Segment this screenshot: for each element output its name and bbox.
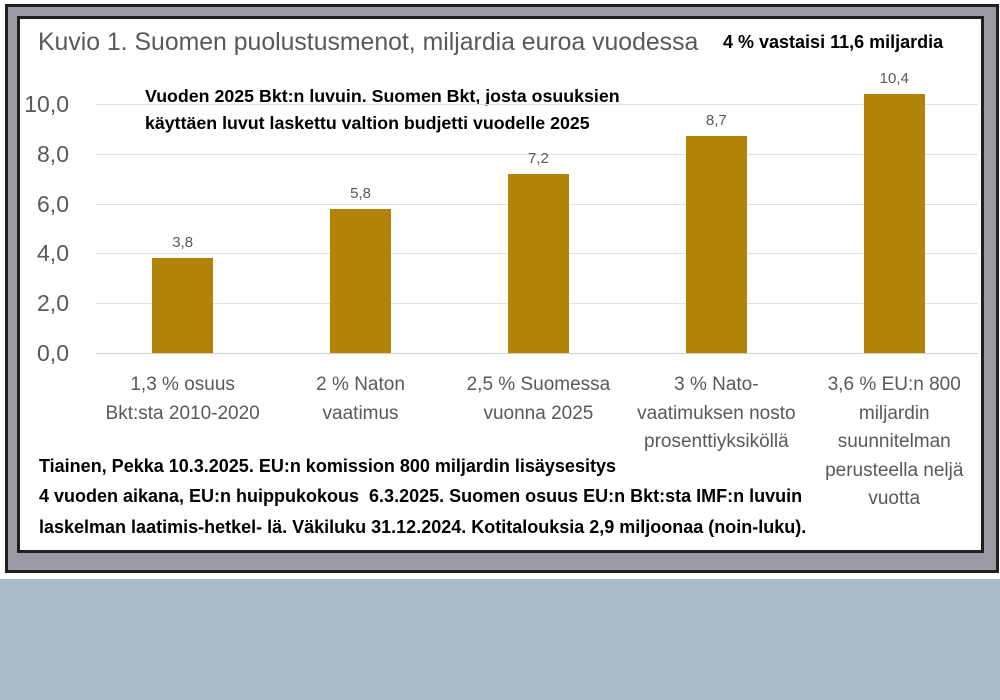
y-tick-label: 2,0 xyxy=(37,290,69,317)
x-category-line: vuonna 2025 xyxy=(483,402,594,424)
bar xyxy=(152,258,214,353)
x-category-label: 3,6 % EU:n 800 miljardin suunnitelman perus… xyxy=(799,371,989,514)
x-category-line: perusteella neljä xyxy=(825,459,964,481)
bar xyxy=(863,94,925,353)
x-category-line: prosenttiyksiköllä xyxy=(644,431,789,452)
chart-annotation: Vuoden 2025 Bkt:n luvuin. Suomen Bkt, jo… xyxy=(145,83,620,136)
bottom-band xyxy=(0,579,1000,700)
bar-value-label: 3,8 xyxy=(172,234,194,252)
x-axis-line xyxy=(96,353,978,354)
x-category-line: suunnitelman xyxy=(837,431,951,452)
y-tick-label: 8,0 xyxy=(37,140,69,167)
x-category-line: vaatimuksen nosto xyxy=(637,402,796,424)
chart-footnote: Tiainen, Pekka 10.3.2025. EU:n komission… xyxy=(39,451,806,542)
x-category-label: 2,5 % Suomessa vuonna 2025 xyxy=(443,371,633,428)
annotation-line: käyttäen luvut laskettu valtion budjetti… xyxy=(145,112,590,133)
x-category-line: miljardin xyxy=(858,402,930,424)
bar xyxy=(330,208,392,353)
y-tick-label: 4,0 xyxy=(37,240,69,267)
x-category-line: 1,3 % osuus xyxy=(130,374,235,395)
bar-value-label: 10,4 xyxy=(879,70,909,88)
bar xyxy=(507,173,569,353)
y-tick-label: 10,0 xyxy=(24,91,69,117)
gridline xyxy=(96,153,978,155)
footnote-line: Tiainen, Pekka 10.3.2025. EU:n komission… xyxy=(39,456,616,476)
bar-value-label: 8,7 xyxy=(705,112,727,130)
x-category-label: 1,3 % osuus Bkt:sta 2010-2020 xyxy=(88,371,278,428)
x-category-line: 2,5 % Suomessa xyxy=(466,374,611,395)
footnote-line: laskelman laatimis-hetkel- lä. Väkiluku … xyxy=(39,516,807,537)
y-tick-label: 0,0 xyxy=(37,340,69,366)
gridline xyxy=(96,104,978,105)
bar-value-label: 5,8 xyxy=(350,184,371,202)
footnote-line: 4 vuoden aikana, EU:n huippukokous 6.3.2… xyxy=(39,486,803,507)
x-category-line: vaatimus xyxy=(322,402,399,424)
chart-note-right: 4 % vastaisi 11,6 miljardia xyxy=(723,32,944,52)
bar xyxy=(685,136,747,353)
x-category-line: 3,6 % EU:n 800 xyxy=(827,374,961,395)
x-category-label: 2 % Naton vaatimus xyxy=(266,371,456,428)
x-category-line: 3 % Nato- xyxy=(674,374,759,395)
bar-value-label: 7,2 xyxy=(528,149,549,167)
x-category-line: Bkt:sta 2010-2020 xyxy=(105,402,260,424)
x-category-label: 3 % Nato-vaatimuksen nosto prosenttiyksik… xyxy=(621,371,811,457)
x-category-line: vuotta xyxy=(868,488,921,509)
annotation-line: Vuoden 2025 Bkt:n luvuin. Suomen Bkt, jo… xyxy=(145,86,620,106)
chart-title: Kuvio 1. Suomen puolustusmenot, miljardi… xyxy=(38,29,699,56)
x-category-line: 2 % Naton xyxy=(316,374,405,395)
y-tick-label: 6,0 xyxy=(37,190,69,217)
